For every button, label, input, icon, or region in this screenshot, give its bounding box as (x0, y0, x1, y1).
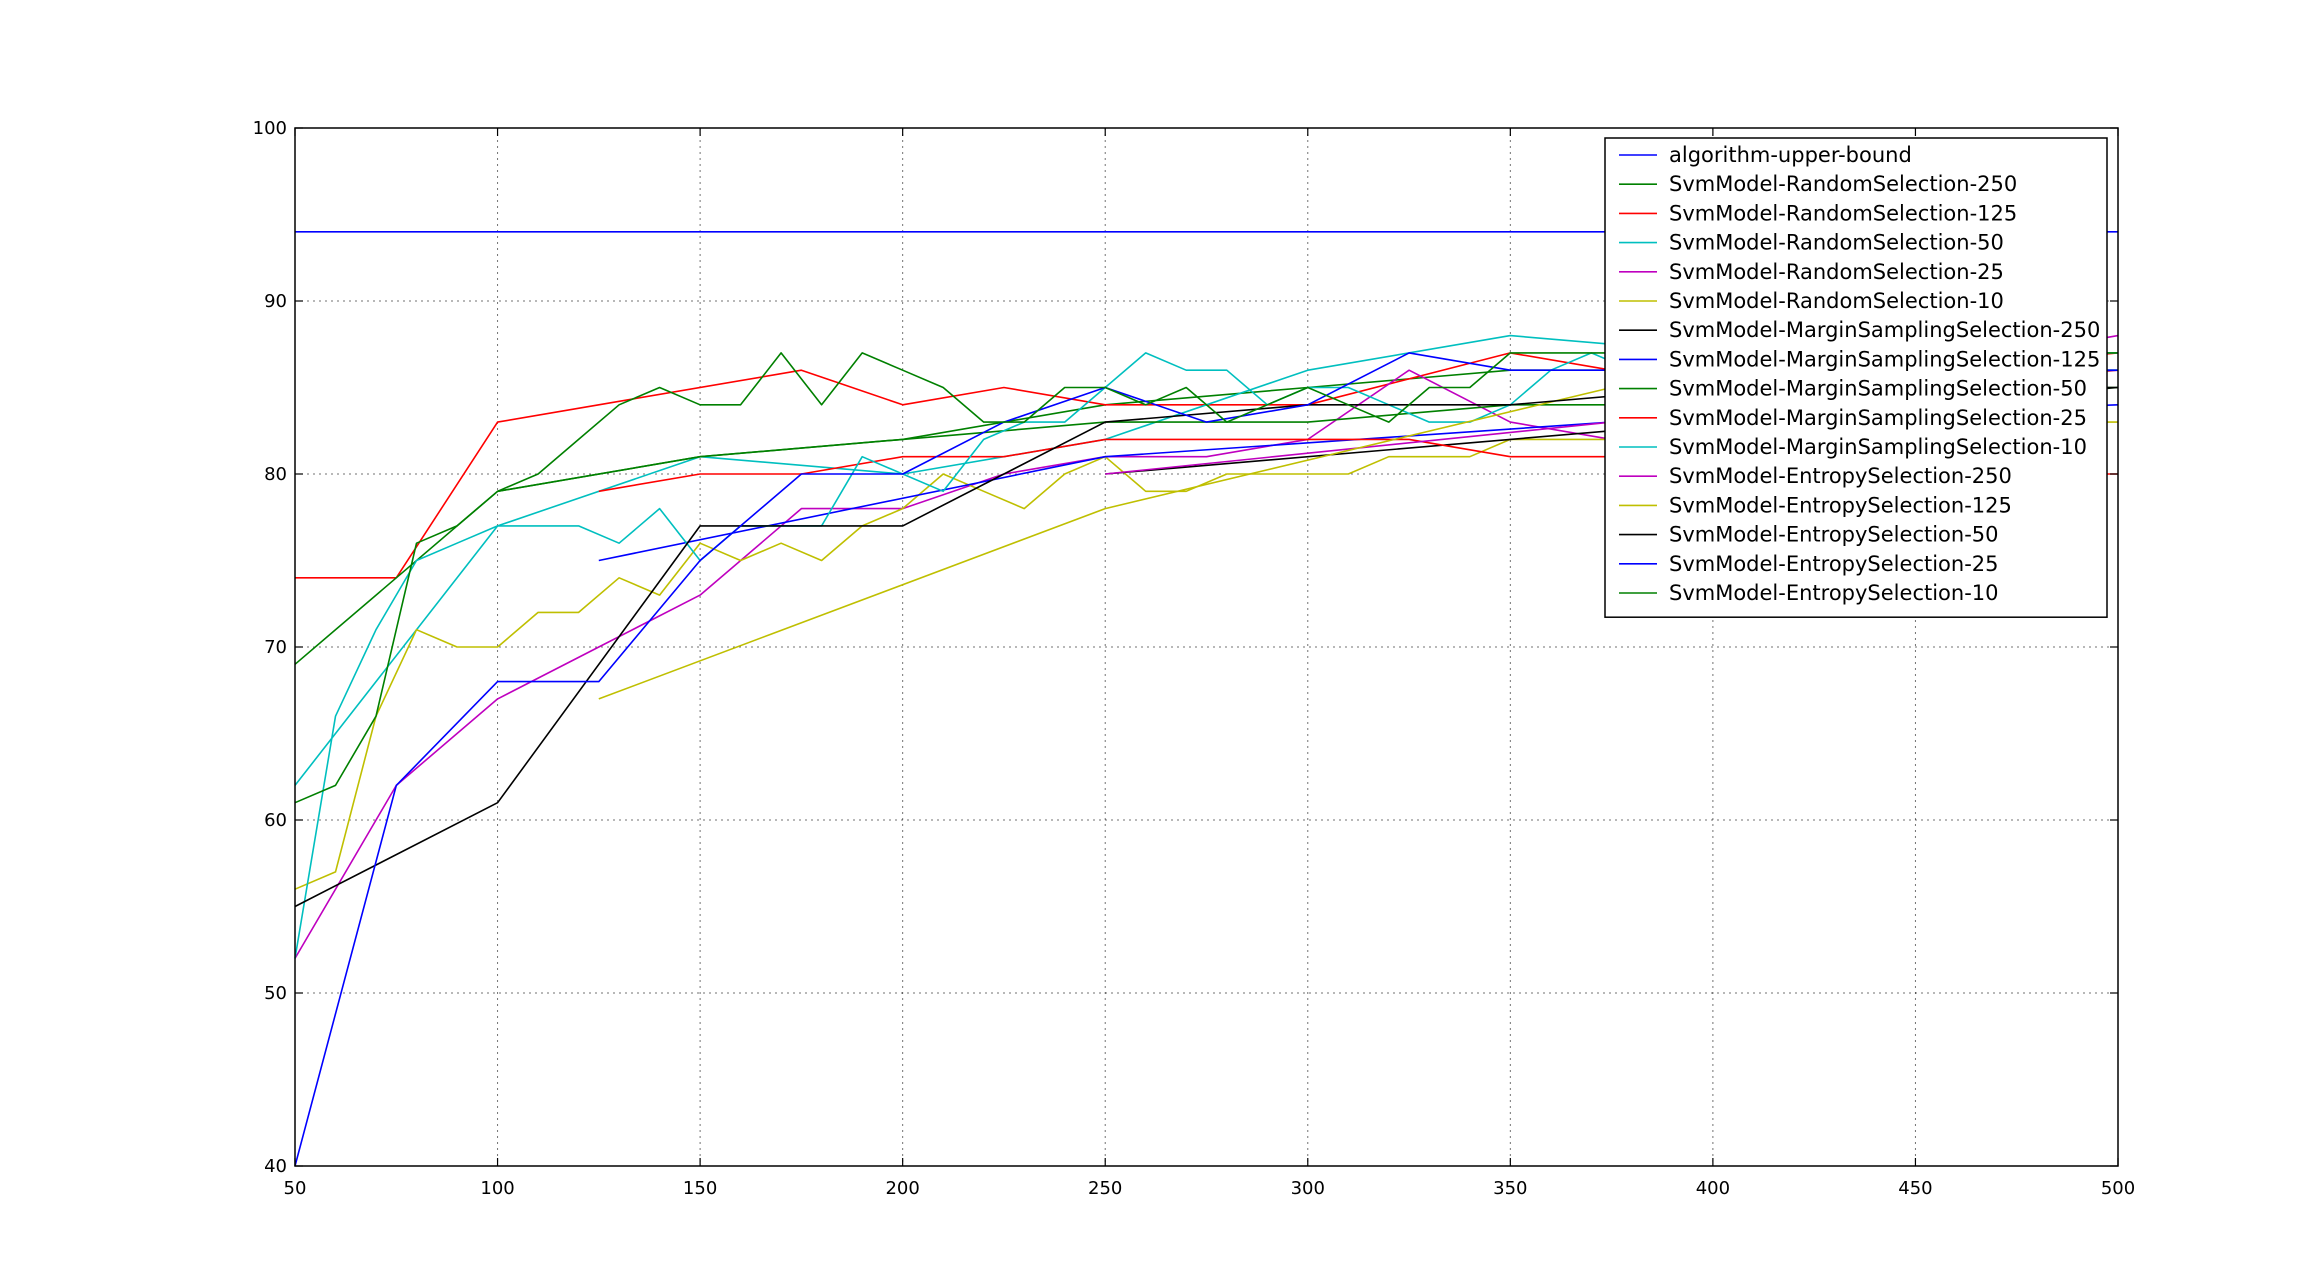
legend: algorithm-upper-bound SvmModel-RandomSele… (1604, 137, 2108, 618)
legend-label-13: SvmModel-EntropySelection-50 (1669, 523, 1999, 547)
y-tick-label: 80 (264, 464, 287, 485)
legend-label-3: SvmModel-RandomSelection-50 (1669, 231, 2004, 255)
legend-label-9: SvmModel-MarginSamplingSelection-25 (1669, 406, 2087, 430)
legend-label-1: SvmModel-RandomSelection-250 (1669, 172, 2017, 196)
y-tick-label: 100 (253, 118, 287, 139)
axis-ticks: 50 100 150 200 250 300 350 400 450 50040506070809… (253, 118, 2136, 1199)
x-tick-label: 100 (480, 1178, 514, 1199)
legend-label-6: SvmModel-MarginSamplingSelection-250 (1669, 318, 2100, 342)
x-tick-label: 50 (284, 1178, 307, 1199)
legend-label-11: SvmModel-EntropySelection-250 (1669, 464, 2012, 488)
legend-label-2: SvmModel-RandomSelection-125 (1669, 201, 2017, 225)
y-tick-label: 40 (264, 1156, 287, 1177)
legend-label-4: SvmModel-RandomSelection-25 (1669, 260, 2004, 284)
x-tick-label: 200 (885, 1178, 919, 1199)
x-tick-label: 150 (683, 1178, 717, 1199)
y-tick-label: 70 (264, 637, 287, 658)
legend-label-5: SvmModel-RandomSelection-10 (1669, 289, 2004, 313)
legend-label-15: SvmModel-EntropySelection-10 (1669, 581, 1999, 605)
y-tick-label: 60 (264, 810, 287, 831)
legend-label-0: algorithm-upper-bound (1669, 143, 1912, 167)
legend-box (1604, 137, 2108, 618)
x-tick-label: 350 (1493, 1178, 1527, 1199)
legend-label-12: SvmModel-EntropySelection-125 (1669, 493, 2012, 517)
legend-label-7: SvmModel-MarginSamplingSelection-125 (1669, 347, 2100, 371)
grid (295, 128, 2118, 1166)
legend-label-8: SvmModel-MarginSamplingSelection-50 (1669, 377, 2087, 401)
x-tick-label: 250 (1088, 1178, 1122, 1199)
legend-label-10: SvmModel-MarginSamplingSelection-10 (1669, 435, 2087, 459)
y-tick-label: 90 (264, 291, 287, 312)
x-tick-label: 400 (1696, 1178, 1730, 1199)
x-tick-label: 300 (1291, 1178, 1325, 1199)
legend-label-14: SvmModel-EntropySelection-25 (1669, 552, 1999, 576)
x-tick-label: 450 (1898, 1178, 1932, 1199)
y-tick-label: 50 (264, 983, 287, 1004)
x-tick-label: 500 (2101, 1178, 2135, 1199)
